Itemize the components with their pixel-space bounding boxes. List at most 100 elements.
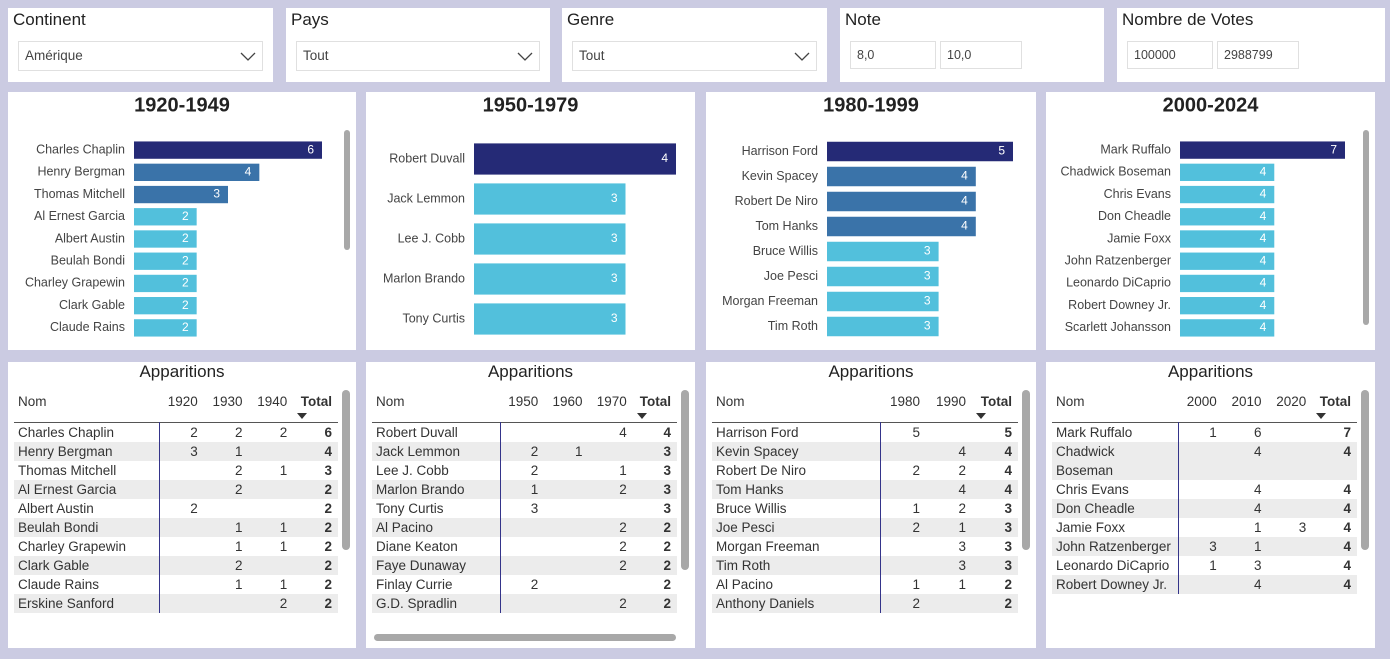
value-cell: 2: [500, 442, 545, 461]
value-label: 4: [245, 165, 252, 179]
value-cell: [159, 575, 204, 594]
column-header: 1980: [880, 388, 926, 423]
value-cell: 2: [248, 594, 294, 613]
name-cell: Chris Evans: [1052, 480, 1179, 499]
table-row: Claude Rains 1 1 2: [14, 575, 338, 594]
category-label: Harrison Ford: [742, 144, 818, 158]
header-row: Nom 1980 1990 Total: [712, 388, 1018, 423]
value-label: 4: [1260, 209, 1267, 223]
name-cell: Charles Chaplin: [14, 422, 160, 442]
sort-icon: [636, 413, 647, 419]
table-row: Robert Downey Jr. 4 4: [1052, 575, 1357, 594]
value-cell: 1: [926, 518, 972, 537]
value-cell: [500, 594, 545, 613]
value-label: 4: [1260, 298, 1267, 312]
value-cell: 1: [912, 501, 920, 516]
value-cell: 2: [293, 480, 338, 499]
value-cell: 3: [324, 463, 332, 478]
value-cell: [159, 518, 204, 537]
value-cell: 4: [663, 425, 671, 440]
name-cell: Tim Roth: [712, 556, 881, 575]
value-cell: [544, 594, 589, 613]
value-cell: 2: [972, 594, 1018, 613]
chart-panel: 2000-2024 Mark Ruffalo 7 Chadwick Boseman 4 C…: [1046, 92, 1375, 350]
header-text: 2010: [1231, 394, 1262, 409]
table-row: G.D. Spradlin 2 2: [372, 594, 677, 613]
bar: [1180, 319, 1275, 337]
header-row: Nom 2000 2010 2020 Total: [1052, 388, 1357, 423]
range-input[interactable]: 10,0: [940, 41, 1022, 69]
chart-panel: 1980-1999 Harrison Ford 5 Kevin Spacey 4 Robe…: [706, 92, 1036, 350]
value-cell: 1: [234, 539, 243, 554]
filter-label: Continent: [13, 10, 86, 29]
dropdown[interactable]: Tout: [296, 41, 540, 71]
chart-panel: 1950-1979 Robert Duvall 4 Jack Lemmon 3 Lee J…: [366, 92, 695, 350]
header-text: 1950: [508, 394, 539, 409]
name-cell: Al Pacino: [372, 518, 501, 537]
range-input[interactable]: 8,0: [850, 41, 936, 69]
value-label: 4: [1260, 165, 1267, 179]
name-cell: Kevin Spacey: [712, 442, 881, 461]
column-header: 2000: [1178, 388, 1223, 423]
table-row: Al Pacino 2 2: [372, 518, 677, 537]
category-label: Robert Duvall: [389, 151, 465, 165]
name-cell: Robert Duvall: [372, 422, 501, 442]
value-cell: [204, 499, 249, 518]
table-row: Jack Lemmon 2 1 3: [372, 442, 677, 461]
table: Nom 1950 1960 1970 Total Robert Duvall 4 4 Jack …: [372, 388, 677, 613]
name-cell: Charley Grapewin: [14, 537, 160, 556]
value-cell: [544, 480, 589, 499]
column-header: Nom: [1052, 388, 1178, 423]
value-cell: 2: [203, 556, 249, 575]
value-cell: 6: [324, 425, 332, 440]
value-cell: [159, 480, 204, 499]
value-cell: [1268, 480, 1313, 499]
value-cell: [1267, 575, 1313, 594]
column-header: 1960: [544, 388, 588, 423]
bar: [134, 230, 197, 248]
range-input[interactable]: 100000: [1127, 41, 1213, 69]
table-row: Chris Evans 4 4: [1052, 480, 1357, 499]
table-row: Albert Austin 2 2: [14, 499, 338, 518]
category-label: Robert De Niro: [735, 194, 818, 208]
category-label: Joe Pesci: [764, 269, 818, 283]
header-text: 2000: [1186, 394, 1217, 409]
value-cell: 2: [880, 518, 926, 537]
value-cell: 3: [972, 556, 1018, 575]
value-cell: 3: [663, 463, 671, 478]
bar: [1180, 141, 1345, 159]
table-row: Lee J. Cobb 2 1 3: [372, 461, 677, 480]
value-cell: 2: [293, 594, 338, 613]
value-cell: 1: [279, 463, 288, 478]
column-header: Total: [1312, 388, 1357, 423]
category-label: Tim Roth: [768, 319, 818, 333]
name-cell: Joe Pesci: [712, 518, 881, 537]
category-label: Robert Downey Jr.: [1068, 298, 1171, 312]
header-text: 1970: [596, 394, 627, 409]
name-cell: Henry Bergman: [14, 442, 160, 461]
value-cell: [589, 575, 633, 594]
bar: [134, 297, 197, 315]
dropdown[interactable]: Tout: [572, 41, 817, 71]
value-label: 2: [182, 298, 189, 312]
range-input[interactable]: 2988799: [1217, 41, 1299, 69]
table-panel: Apparitions Nom 1920 1930 1940 Total Charles C…: [8, 362, 356, 648]
bar-chart: 1920-1949 Charles Chaplin 6 Henry Bergman 4 T…: [25, 94, 350, 337]
bar-chart: 2000-2024 Mark Ruffalo 7 Chadwick Boseman 4 C…: [1061, 94, 1369, 337]
filter-label: Nombre de Votes: [1122, 10, 1254, 29]
table-head: Nom 1920 1930 1940 Total: [14, 388, 338, 423]
name-cell: Beulah Bondi: [14, 518, 160, 537]
value-cell: 4: [1343, 520, 1351, 535]
table-panel: Apparitions Nom 1980 1990 Total Harrison Ford…: [706, 362, 1036, 648]
value-cell: 2: [234, 463, 243, 478]
bar: [134, 319, 197, 337]
column-header: 2010: [1223, 388, 1268, 423]
table-title: Apparitions: [487, 362, 574, 381]
value-cell: 3: [530, 501, 539, 516]
dropdown[interactable]: Amérique: [18, 41, 263, 71]
value-cell: 2: [190, 425, 198, 440]
name-cell: Morgan Freeman: [712, 537, 881, 556]
dropdown-arrow: [794, 52, 810, 61]
value-label: 3: [611, 231, 618, 245]
category-label: Charles Chaplin: [36, 142, 125, 156]
